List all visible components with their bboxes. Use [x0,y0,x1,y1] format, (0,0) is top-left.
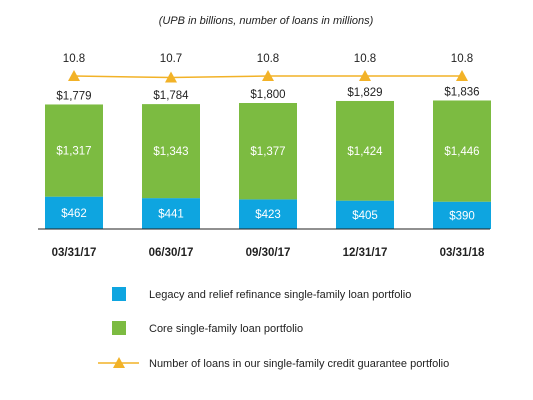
bar-segment [142,198,200,229]
bar-total-label: $1,779 [56,90,91,102]
bar-segment [45,196,103,229]
legend-label: Core single-family loan portfolio [149,323,303,335]
legend-swatch [112,321,126,335]
loan-count-label: 10.8 [451,53,473,65]
loan-count-label: 10.8 [354,53,376,65]
bar-segment [433,201,491,229]
x-tick-label: 03/31/17 [52,247,97,259]
bar-segment [239,199,297,229]
bar-value-label: $405 [352,210,378,222]
loan-count-label: 10.8 [257,53,279,65]
bar-value-label: $1,377 [250,146,285,158]
x-tick-label: 03/31/18 [440,247,485,259]
x-tick-label: 09/30/17 [246,247,291,259]
loan-count-label: 10.8 [63,53,85,65]
bar-segment [433,100,491,202]
bar-segment [336,100,394,201]
legend-label: Legacy and relief refinance single-famil… [149,289,411,301]
legend-label: Number of loans in our single-family cre… [149,358,449,370]
bar-segment [336,200,394,229]
bar-value-label: $462 [61,208,87,220]
bar-total-label: $1,836 [444,86,479,98]
bar-value-label: $423 [255,209,281,221]
bar-segment [45,104,103,197]
bar-total-label: $1,829 [347,87,382,99]
x-tick-label: 06/30/17 [149,247,194,259]
bar-segment [239,103,297,200]
bar-value-label: $1,317 [56,146,91,158]
bar-value-label: $390 [449,210,475,222]
x-axis-ticks: 03/31/17 06/30/17 09/30/17 12/31/17 03/31/18 [52,247,485,259]
triangle-marker [165,71,177,83]
triangle-marker [359,70,371,81]
x-tick-label: 12/31/17 [343,247,388,259]
loan-count-label: 10.7 [160,53,182,65]
bar-value-label: $1,343 [153,146,188,158]
bars-group: $462 $1,317 $1,779 $441 $1,343 $1,784 $423 $1,3… [45,86,491,229]
chart-subtitle: (UPB in billions, number of loans in mil… [159,15,374,27]
legend: Legacy and relief refinance single-famil… [98,287,449,370]
bar-value-label: $441 [158,209,184,221]
bar-value-label: $1,446 [444,146,479,158]
legend-triangle-icon [113,357,125,368]
bar-total-label: $1,784 [153,90,189,102]
bar-total-label: $1,800 [250,89,285,101]
bar-segment [142,104,200,199]
legend-swatch [112,287,126,301]
triangle-marker [262,70,274,81]
bar-value-label: $1,424 [347,146,383,158]
loan-count-line-group: 10.8 10.7 10.8 10.8 10.8 [63,53,473,83]
triangle-marker [68,70,80,81]
triangle-marker [456,70,468,81]
